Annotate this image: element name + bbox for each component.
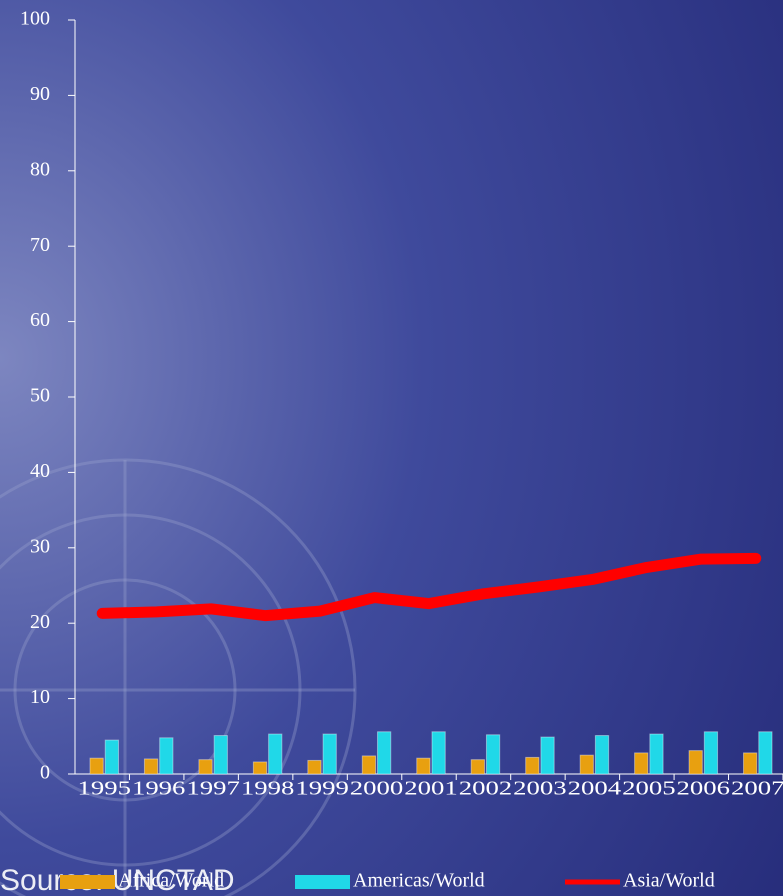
y-tick-label: 80 [30,158,50,180]
y-tick-label: 10 [30,686,50,708]
legend-swatch [60,875,115,889]
bar [89,757,104,775]
bar [649,733,664,775]
x-tick-label: 1997 [186,778,239,800]
bar [198,759,213,775]
x-tick-label: 2004 [568,778,621,800]
y-tick-label: 100 [20,8,50,30]
bar [416,757,431,775]
x-tick-label: 2007 [731,778,783,800]
bar [104,739,119,775]
x-tick-label: 2003 [513,778,566,800]
x-tick-label: 2005 [622,778,675,800]
bar [758,731,773,775]
bar [361,755,377,775]
bar [470,759,485,775]
x-tick-label: 1996 [132,778,185,800]
bar [377,731,392,775]
y-tick-label: 60 [30,309,50,331]
legend-label: Africa/World [118,870,224,892]
emblem [0,458,357,896]
source: Source: UNCTAD [0,864,235,896]
y-tick-label: 30 [30,535,50,557]
y-tick-label: 90 [30,83,50,105]
bar [143,758,159,775]
legend-label: Americas/World [353,870,485,892]
x-tick-label: 2000 [350,778,403,800]
bar [540,736,555,775]
y-tick-label: 50 [30,385,50,407]
x-tick-label: 2006 [677,778,730,800]
bar [525,756,540,775]
bar [307,759,322,775]
x-tick-label: 2002 [459,778,512,800]
bar [485,734,501,775]
bar [634,752,649,775]
y-tick-label: 70 [30,234,50,256]
bar [159,737,174,775]
y-tick-label: 40 [30,460,50,482]
bar [268,733,283,775]
legend-label: Asia/World [623,870,715,892]
x-tick-label: 1995 [78,778,131,800]
x-tick-label: 1999 [295,778,348,800]
bar [688,750,703,775]
bar [431,731,446,775]
bar [594,735,610,775]
bar [322,733,337,775]
y-tick-label: 0 [40,762,50,784]
line [96,552,762,622]
x-tick-label: 2001 [404,778,457,800]
bar [213,735,228,775]
legend-swatch [295,875,350,889]
bar [743,752,758,775]
x-tick-label: 1998 [241,778,294,800]
bar [703,731,719,775]
y-tick-label: 20 [30,611,50,633]
bar [252,761,268,775]
bar [579,754,594,775]
